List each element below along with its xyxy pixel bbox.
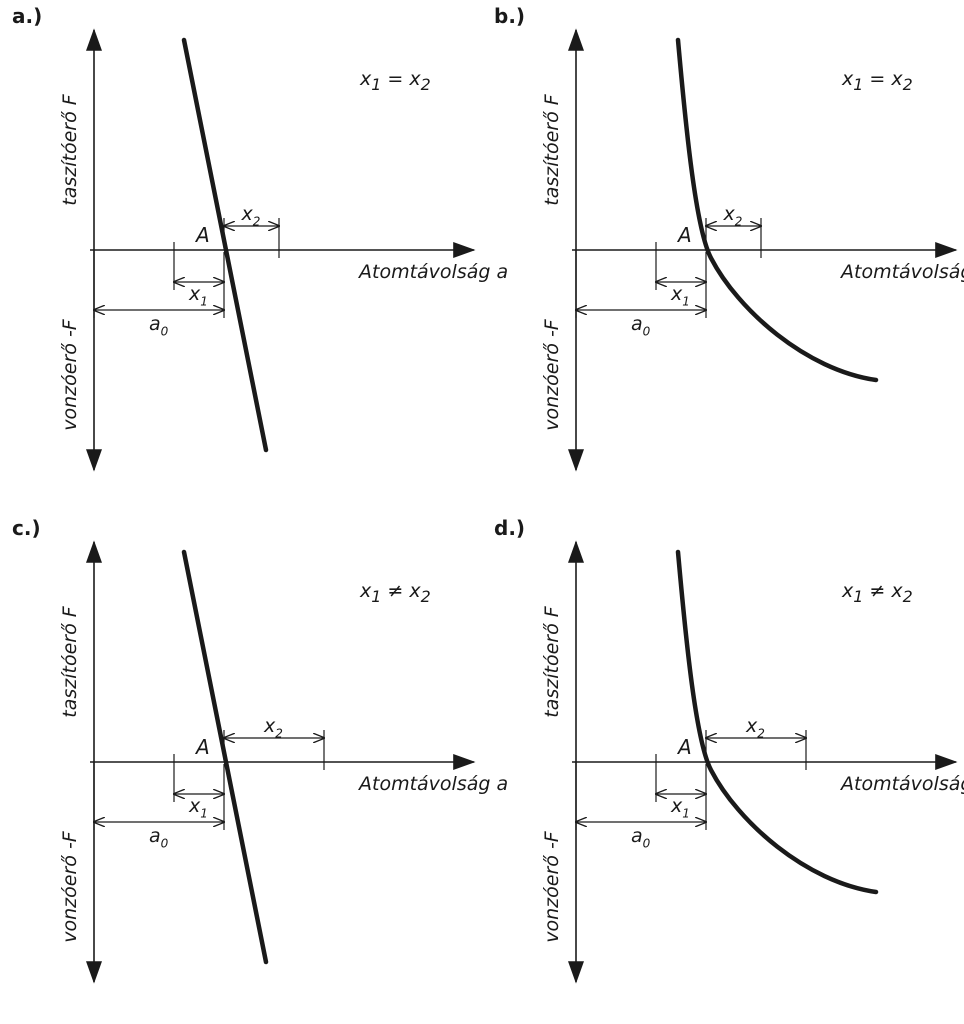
dim-a0-label: a0 (149, 825, 169, 850)
x-axis-label: Atomtávolság a (839, 261, 964, 283)
y-axis-top-label: taszítóerő F (541, 93, 563, 205)
dim-a0-label: a0 (149, 313, 169, 338)
dim-a0-label: a0 (631, 825, 651, 850)
dim-x1-label: x1 (670, 795, 690, 820)
dim-x2-label: x2 (745, 715, 765, 740)
dim-x1-label: x1 (188, 283, 208, 308)
y-axis-top-label: taszítóerő F (59, 605, 81, 717)
y-axis-bottom-label: vonzóerő -F (59, 318, 81, 431)
point-A-label: A (194, 735, 210, 759)
point-A-label: A (194, 223, 210, 247)
dim-x2-label: x2 (723, 203, 743, 228)
x-axis-label: Atomtávolság a (839, 773, 964, 795)
figure-svg: taszítóerő F vonzóerő -F Atomtávolság a Ax2… (0, 0, 964, 1024)
dim-a0-label: a0 (631, 313, 651, 338)
dim-x2-label: x2 (263, 715, 283, 740)
force-curve (678, 552, 876, 892)
dim-x1-label: x1 (188, 795, 208, 820)
dim-x1-label: x1 (670, 283, 690, 308)
y-axis-top-label: taszítóerő F (59, 93, 81, 205)
point-A-label: A (676, 223, 692, 247)
force-curve (678, 40, 876, 380)
dim-x2-label: x2 (241, 203, 261, 228)
x-axis-label: Atomtávolság a (357, 773, 508, 795)
y-axis-bottom-label: vonzóerő -F (59, 830, 81, 943)
y-axis-bottom-label: vonzóerő -F (541, 830, 563, 943)
y-axis-top-label: taszítóerő F (541, 605, 563, 717)
point-A-label: A (676, 735, 692, 759)
y-axis-bottom-label: vonzóerő -F (541, 318, 563, 431)
x-axis-label: Atomtávolság a (357, 261, 508, 283)
